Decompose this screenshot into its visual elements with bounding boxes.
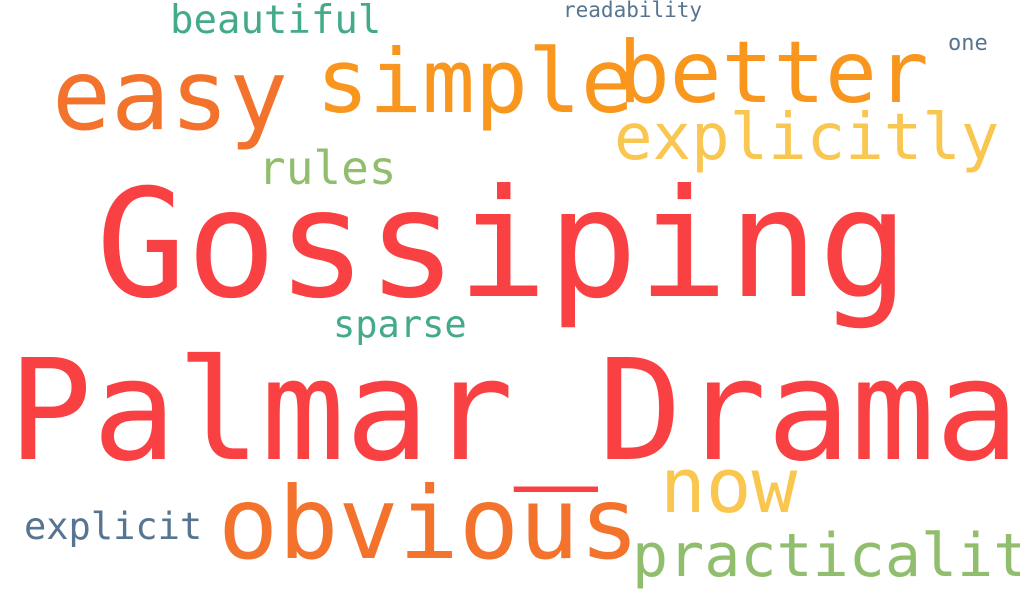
word-one: one [948,31,988,56]
word-practicality: practicality [632,521,1020,591]
word-explicitly: explicitly [614,101,1000,175]
word-gossiping: Gossiping [96,158,909,332]
word-beautiful: beautiful [170,0,382,43]
word-explicit: explicit [24,505,203,548]
word-simple: simple [316,30,634,133]
word-readability: readability [563,0,703,22]
word-obvious: obvious [218,465,640,582]
word-now: now [660,441,798,530]
word-rules: rules [258,141,397,195]
word-sparse: sparse [333,303,467,346]
word-better: better [618,23,929,123]
word-easy: easy [52,39,289,153]
word-palmar-drama: Palmar_Drama [8,330,1020,493]
